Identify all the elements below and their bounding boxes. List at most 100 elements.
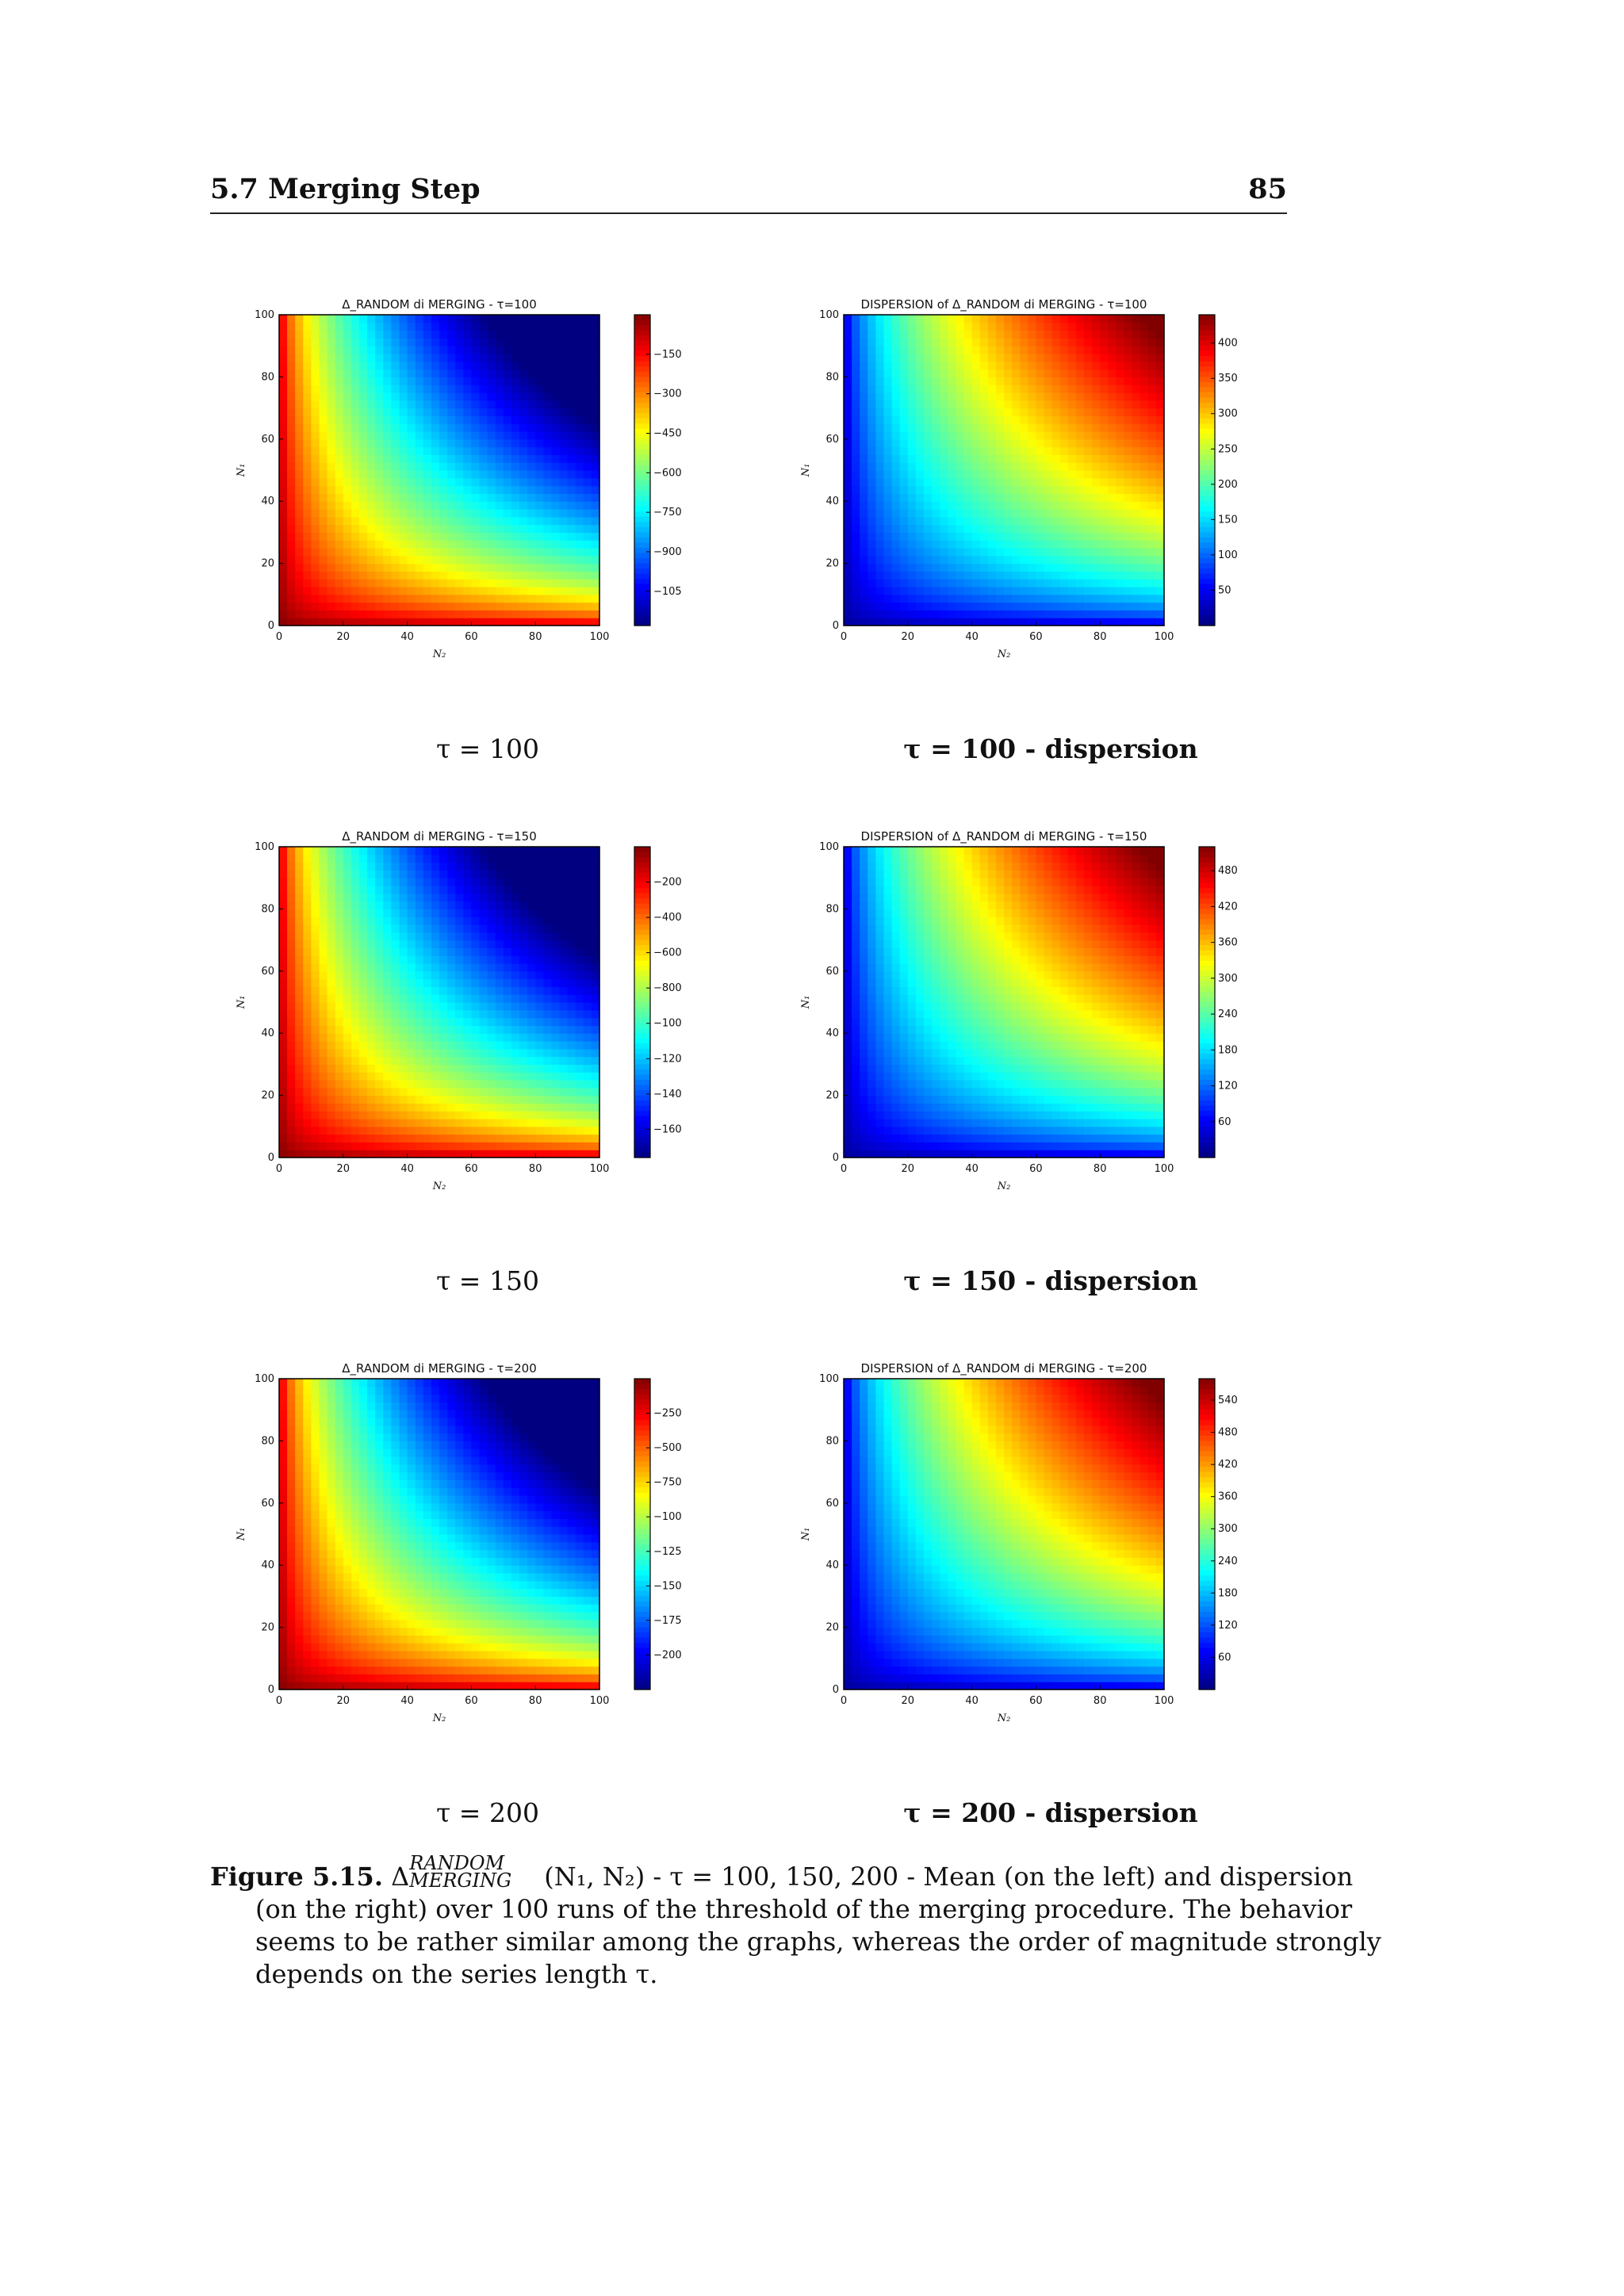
plot-frame [278, 1378, 600, 1690]
x-tick-label: 100 [590, 631, 610, 643]
running-header: 5.7 Merging Step 85 [210, 173, 1287, 214]
heatmap-cells [279, 847, 600, 1158]
subcaption-tau-100: τ = 100 [436, 733, 539, 764]
heatmap-dispersion-tau-150: DISPERSION of Δ_RANDOM di MERGING - τ=15… [795, 829, 1247, 1226]
colorbar-tick-label: 480 [1218, 865, 1238, 877]
y-axis-label: N₁ [800, 464, 812, 478]
x-tick-label: 20 [337, 1695, 350, 1707]
colorbar-tick-label: 360 [1218, 937, 1238, 949]
y-tick-label: 100 [819, 309, 839, 321]
x-tick-label: 60 [465, 631, 478, 643]
heatmap-cells [279, 1379, 600, 1690]
x-tick-label: 0 [276, 1163, 282, 1175]
y-tick-label: 20 [261, 558, 274, 570]
colorbar-tick-label: −7500 [653, 1477, 682, 1489]
heatmap-cells [844, 1379, 1165, 1690]
colorbar-tick-label: 120 [1218, 1081, 1238, 1093]
y-tick-label: 100 [255, 841, 274, 853]
x-tick-label: 20 [337, 631, 350, 643]
x-tick-label: 80 [529, 1695, 542, 1707]
colorbar-tick-label: 480 [1218, 1427, 1238, 1439]
colorbar-tick-label: −3000 [653, 388, 682, 400]
y-tick-label: 100 [255, 309, 274, 321]
colorbar-tick-label: −17500 [653, 1615, 682, 1627]
heatmap-dispersion-tau-100: DISPERSION of Δ_RANDOM di MERGING - τ=10… [795, 297, 1247, 694]
x-tick-label: 60 [1029, 1695, 1043, 1707]
x-tick-label: 100 [1155, 631, 1174, 643]
colorbar-tick-label: −10500 [653, 586, 682, 598]
x-tick-label: 0 [276, 1695, 282, 1707]
y-tick-label: 20 [825, 558, 839, 570]
y-tick-label: 100 [255, 1373, 274, 1385]
colorbar-tick-label: −10000 [653, 1018, 682, 1030]
colorbar-tick-label: −14000 [653, 1089, 682, 1100]
colorbar-tick-label: −10000 [653, 1511, 682, 1523]
x-axis-label: N₂ [432, 1712, 446, 1724]
colorbar-tick-label: −5000 [653, 1442, 682, 1454]
colorbar-tick-label: 120 [1218, 1620, 1238, 1632]
colorbar-tick-label: −2500 [653, 1408, 682, 1420]
heatmap-svg: DISPERSION of Δ_RANDOM di MERGING - τ=15… [800, 829, 1238, 1192]
colorbar-tick-label: 360 [1218, 1491, 1238, 1503]
heatmap-dispersion-tau-200: DISPERSION of Δ_RANDOM di MERGING - τ=20… [795, 1361, 1247, 1758]
x-tick-label: 40 [965, 1695, 979, 1707]
heatmap-cells [844, 847, 1165, 1158]
plot-title: DISPERSION of Δ_RANDOM di MERGING - τ=15… [861, 829, 1147, 844]
figure-caption: Figure 5.15. Δ RANDOM MERGING (N₁, N₂) - τ … [210, 1852, 1381, 1991]
x-tick-label: 60 [1029, 631, 1043, 643]
x-tick-label: 40 [965, 631, 979, 643]
y-tick-label: 60 [261, 434, 274, 446]
subcaption-tau-150: τ = 150 [436, 1265, 539, 1296]
colorbar-tick-label: 150 [1218, 514, 1238, 526]
colorbar: −2500 −5000 −7500 −10000 −12500 −15000 −17500 −… [634, 1378, 682, 1690]
colorbar-tick-label: 240 [1218, 1556, 1238, 1567]
y-tick-label: 60 [825, 434, 839, 446]
x-axis-label: N₂ [997, 1712, 1011, 1724]
colorbar: 400 350 300 250 200 150 100 50 [1198, 314, 1238, 626]
plot-title: DISPERSION of Δ_RANDOM di MERGING - τ=10… [861, 297, 1147, 312]
colorbar-tick-label: 50 [1218, 584, 1231, 596]
colorbar-tick-label: −6000 [653, 467, 682, 479]
heatmap-svg: Δ_RANDOM di MERGING - τ=150 0 20 40 60 80 100 0… [236, 829, 682, 1192]
y-tick-label: 0 [268, 1152, 274, 1164]
x-tick-label: 100 [590, 1695, 610, 1707]
x-axis-label: N₂ [997, 649, 1011, 660]
subcaption-tau-200-dispersion: τ = 200 - dispersion [903, 1797, 1198, 1828]
plot-title: Δ_RANDOM di MERGING - τ=200 [342, 1361, 537, 1376]
plot-frame [278, 846, 600, 1158]
y-tick-label: 80 [261, 1435, 274, 1447]
x-tick-label: 20 [902, 631, 915, 643]
colorbar-tick-label: 420 [1218, 901, 1238, 913]
x-tick-label: 40 [400, 1695, 414, 1707]
x-tick-label: 0 [276, 631, 282, 643]
caption-line-3: seems to be rather similar among the gra… [255, 1927, 1381, 1957]
y-tick-label: 0 [833, 1152, 839, 1164]
colorbar-tick-label: 420 [1218, 1459, 1238, 1471]
colorbar-tick-label: −20000 [653, 1649, 682, 1661]
y-tick-label: 60 [261, 966, 274, 978]
y-tick-label: 0 [833, 1684, 839, 1696]
heatmap-svg: Δ_RANDOM di MERGING - τ=100 0 20 40 60 80 100 0… [236, 297, 682, 660]
subcaption-tau-200: τ = 200 [436, 1797, 539, 1828]
x-tick-label: 80 [529, 631, 542, 643]
colorbar: 480 420 360 300 240 180 120 60 [1198, 846, 1238, 1158]
y-tick-label: 40 [825, 1559, 839, 1571]
heatmap-svg: Δ_RANDOM di MERGING - τ=200 0 20 40 60 80 100 0… [236, 1361, 682, 1724]
x-tick-label: 60 [1029, 1163, 1043, 1175]
x-axis-label: N₂ [432, 1181, 446, 1192]
colorbar-tick-label: −7500 [653, 507, 682, 519]
colorbar-tick-label: 60 [1218, 1651, 1231, 1663]
colorbar-tick-label: −9000 [653, 546, 682, 558]
colorbar-tick-label: 180 [1218, 1044, 1238, 1056]
colorbar-tick-label: −12500 [653, 1546, 682, 1558]
colorbar-tick-label: 250 [1218, 443, 1238, 455]
plot-title: Δ_RANDOM di MERGING - τ=100 [342, 297, 537, 312]
x-tick-label: 0 [841, 1163, 847, 1175]
plot-frame [278, 314, 600, 626]
y-tick-label: 100 [819, 1373, 839, 1385]
colorbar-tick-label: 180 [1218, 1587, 1238, 1599]
y-tick-label: 0 [833, 620, 839, 632]
colorbar-tick-label: −4000 [653, 912, 682, 924]
y-tick-label: 80 [261, 903, 274, 915]
